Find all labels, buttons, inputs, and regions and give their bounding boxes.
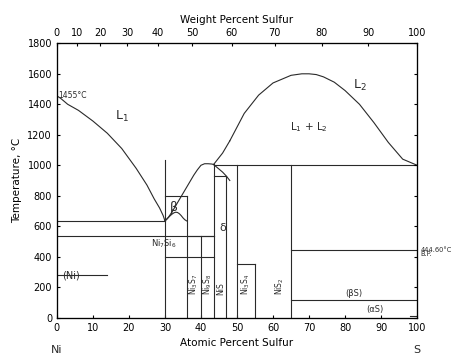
Text: (βS): (βS) bbox=[345, 288, 362, 297]
Text: L$_1$: L$_1$ bbox=[115, 109, 128, 123]
Text: NiS: NiS bbox=[216, 282, 225, 295]
Text: Ni: Ni bbox=[51, 345, 63, 355]
X-axis label: Weight Percent Sulfur: Weight Percent Sulfur bbox=[181, 15, 293, 25]
Text: Ni$_3$S$_4$: Ni$_3$S$_4$ bbox=[240, 273, 252, 295]
X-axis label: Atomic Percent Sulfur: Atomic Percent Sulfur bbox=[181, 338, 293, 348]
Text: L$_1$ + L$_2$: L$_1$ + L$_2$ bbox=[290, 120, 328, 134]
Text: δ: δ bbox=[219, 223, 226, 233]
Text: 1455°C: 1455°C bbox=[59, 91, 87, 100]
Text: L$_2$: L$_2$ bbox=[353, 78, 367, 93]
Text: 444.60°C: 444.60°C bbox=[421, 247, 452, 253]
Text: NiS$_2$: NiS$_2$ bbox=[274, 277, 286, 295]
Text: (αS): (αS) bbox=[367, 305, 384, 314]
Text: (Ni): (Ni) bbox=[62, 270, 80, 280]
Text: S: S bbox=[413, 345, 421, 355]
Y-axis label: Temperature, °C: Temperature, °C bbox=[12, 138, 22, 223]
Text: Ni$_7$Si$_6$: Ni$_7$Si$_6$ bbox=[151, 237, 176, 249]
Text: β: β bbox=[170, 201, 178, 214]
Text: Ni$_3$S$_7$: Ni$_3$S$_7$ bbox=[188, 273, 200, 295]
Text: B.P.: B.P. bbox=[421, 251, 432, 257]
Text: Ni$_9$S$_8$: Ni$_9$S$_8$ bbox=[202, 273, 214, 295]
